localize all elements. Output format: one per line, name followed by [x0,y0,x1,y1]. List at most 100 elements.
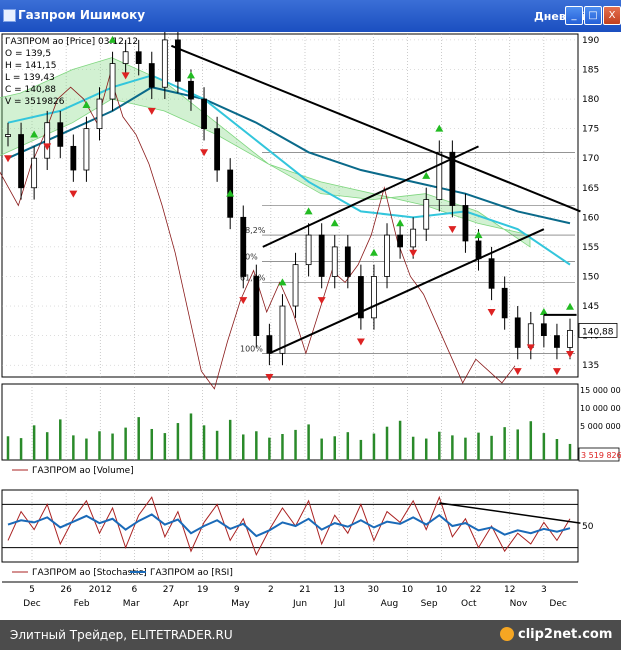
candle-body [148,63,155,88]
candle-body [57,122,64,147]
chart-area[interactable]: 5 26 2012 6 27 19 9 2 21 13 30 10 10 22 12 3 Dec Feb Mar Ap… [0,28,621,620]
maximize-button[interactable]: □ [584,6,602,25]
candle-body [397,234,403,248]
candle-body [305,234,312,266]
volume-y-tick-label: 10 000 000 [580,404,621,413]
close-button[interactable]: X [603,6,621,25]
x-month-label: Mar [123,599,140,609]
x-month-label: Nov [510,599,528,609]
up-signal-icon [435,124,444,132]
candle-body [279,305,286,354]
down-signal-icon [239,297,248,305]
candle-body [540,323,547,337]
x-tick-label: 9 [234,585,240,595]
candle-body [371,276,377,319]
fib-level-label: 38,2% [240,226,266,235]
ma-fast-line [7,74,571,266]
candle-body [318,234,325,277]
candle-body [554,335,560,348]
x-month-label: Sep [421,599,438,609]
down-signal-icon [200,149,209,157]
x-month-label: Jul [333,599,345,609]
fib-level-label: 61,8% [240,273,266,282]
up-signal-icon [539,307,548,315]
x-month-label: Aug [381,599,399,609]
up-signal-icon [304,207,313,215]
up-signal-icon [422,171,431,179]
candle-body [214,128,221,171]
price-y-tick-label: 170 [582,154,599,164]
candle-body [18,134,24,189]
x-tick-label: 12 [504,585,515,595]
down-signal-icon [356,338,365,346]
up-signal-icon [330,219,339,227]
x-tick-label: 2012 [89,585,112,595]
down-signal-icon [526,344,535,352]
candle-body [44,122,51,159]
x-tick-label: 10 [436,585,448,595]
price-info-line: L = 139,43 [5,73,55,83]
price-y-tick-label: 190 [582,36,599,46]
clip2net-icon [500,627,514,641]
candle-body [357,276,364,319]
candle-body [201,98,207,130]
clip2net-logo: clip2net.com [500,625,616,645]
last-price-label: 140,88 [582,327,614,337]
candle-body [331,246,338,277]
down-signal-icon [317,297,326,305]
trend-line-channel-top [262,145,479,248]
price-y-tick-label: 165 [582,184,599,194]
minimize-button[interactable]: _ [565,6,583,25]
candle-body [109,63,116,100]
x-month-label: Feb [74,599,90,609]
candle-body [266,335,273,354]
price-y-tick-label: 150 [582,272,599,282]
down-signal-icon [409,249,418,257]
stochastic-legend-label: ГАЗПРОМ ао [Stochastic] [32,568,147,578]
x-tick-label: 13 [333,585,344,595]
candle-body [384,234,390,277]
candle-body [70,145,77,171]
candle-body [5,134,11,137]
x-tick-label: 26 [60,585,72,595]
candle-body [344,246,351,277]
down-signal-icon [265,374,274,381]
candle-body [31,157,38,189]
x-month-label: Jun [292,599,307,609]
up-signal-icon [369,248,378,256]
candle-body [135,51,142,64]
candle-body [96,98,103,130]
down-signal-icon [552,368,561,376]
down-signal-icon [4,155,12,163]
down-signal-icon [566,351,574,359]
oscillator-y-tick-label: 50 [582,522,594,532]
candle-body [122,51,129,64]
candle-body [175,39,181,82]
ma-slow-line [7,86,571,225]
candle-body [567,329,573,348]
fib-level-label: 50% [240,253,258,262]
down-signal-icon [69,190,78,198]
rsi-line [7,513,571,538]
last-volume-label: 3 519 826 [581,451,621,460]
rsi-legend-label: ГАЗПРОМ ао [RSI] [150,568,233,578]
last-price-box [578,322,618,338]
x-tick-label: 10 [402,585,414,595]
volume-legend-label: ГАЗПРОМ ао [Volume] [32,466,134,476]
candle-body [253,276,260,337]
price-y-tick-label: 155 [582,243,599,253]
candle-body [475,240,482,260]
candle-body [514,317,521,348]
oscillator-panel-frame [1,489,579,563]
up-signal-icon [108,35,117,43]
down-signal-icon [513,368,522,376]
candle-body [410,228,417,248]
up-signal-icon [474,231,483,239]
window-title: Газпром Ишимоку [18,8,146,22]
trend-line-long-downtrend [170,44,581,213]
x-month-label: Oct [461,599,477,609]
price-y-tick-label: 185 [582,65,599,75]
x-tick-label: 27 [163,585,174,595]
x-tick-label: 30 [368,585,380,595]
x-tick-label: 22 [470,585,481,595]
